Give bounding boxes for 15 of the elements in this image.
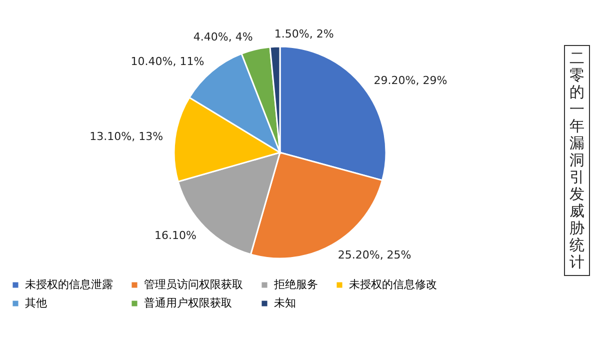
chart-title: 二零的一年漏洞引发威胁统计 xyxy=(570,49,584,271)
legend-label: 未授权的信息修改 xyxy=(349,278,437,291)
legend-label: 普通用户权限获取 xyxy=(144,296,232,310)
data-label: 16.10% xyxy=(154,228,196,242)
data-label: 1.50%, 2% xyxy=(274,28,334,41)
legend-label: 管理员访问权限获取 xyxy=(144,278,243,291)
data-label: 25.20%, 25% xyxy=(338,248,412,262)
legend-label: 未授权的信息泄露 xyxy=(25,278,113,291)
data-label: 10.40%, 11% xyxy=(130,55,204,68)
legend-label: 其他 xyxy=(25,296,47,310)
legend-label: 拒绝服务 xyxy=(273,278,318,291)
legend-label: 未知 xyxy=(274,296,296,310)
data-label: 13.10%, 13% xyxy=(90,130,164,143)
data-label: 29.20%, 29% xyxy=(374,74,448,87)
data-label: 4.40%, 4% xyxy=(193,30,253,44)
